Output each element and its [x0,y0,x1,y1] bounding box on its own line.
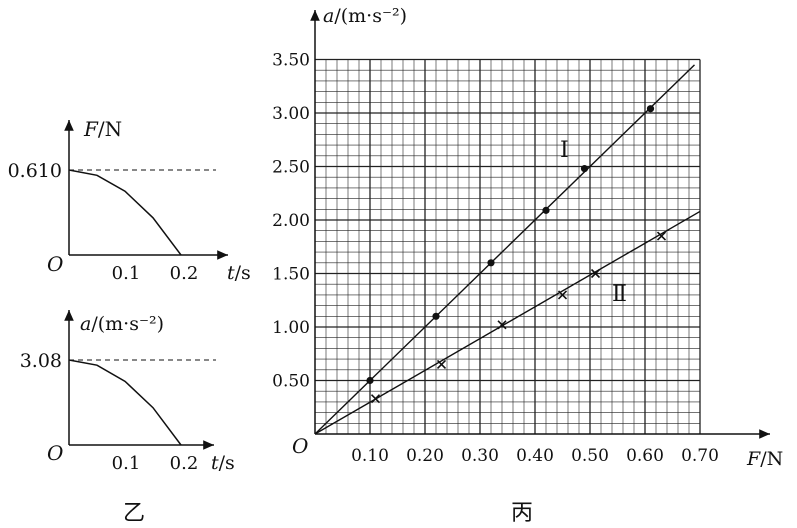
f-t-x-tick-1: 0.1 [112,263,141,284]
data-point-2 [497,320,507,330]
a-f-graph: a/(m·s⁻²) F/N O 0.10 0.20 0.30 0.40 0.50 0.60… [272,5,783,526]
data-point-1 [580,165,589,173]
data-point-2 [656,231,667,241]
a-t-origin: O [47,441,63,465]
data-point-2 [370,394,381,404]
data-point-1 [646,105,655,113]
x-tick-label: 0.50 [571,446,609,466]
data-point-1 [432,312,440,320]
a-f-y-ticks: 0.50 1.00 1.50 2.00 2.50 3.00 3.50 [272,51,310,392]
y-tick-label: 2.50 [272,158,310,178]
data-point-2 [590,268,601,279]
a-f-y-label: a/(m·s⁻²) [323,5,407,27]
f-t-curve [68,169,182,256]
f-t-x-tick-2: 0.2 [170,263,199,284]
a-f-x-label: F/N [746,448,783,470]
x-tick-label: 0.30 [461,446,499,466]
data-point-2 [557,290,568,300]
data-point-2 [436,359,447,370]
data-point-1 [542,206,550,214]
f-t-x-label: t/s [227,262,251,284]
a-f-x-ticks: 0.10 0.20 0.30 0.40 0.50 0.60 0.70 [351,446,719,466]
f-t-origin: O [47,252,63,276]
y-tick-label: 3.00 [272,104,310,124]
a-f-origin: O [292,434,308,458]
fit-lines [314,64,701,435]
x-tick-label: 0.10 [351,446,389,466]
a-t-curve [68,359,182,446]
x-tick-label: 0.20 [406,446,444,466]
a-t-y-marked-label: 3.08 [20,350,62,372]
f-t-y-label: F/N [83,117,122,141]
series-label-1: Ⅰ [560,138,569,163]
x-tick-label: 0.70 [681,446,719,466]
series-label-2: Ⅱ [612,282,627,307]
f-t-graph: F/N t/s O 0.1 0.2 0.610 [8,117,251,284]
y-tick-label: 3.50 [272,51,310,71]
a-t-y-label: a/(m·s⁻²) [80,313,164,335]
data-point-1 [366,376,374,385]
a-t-x-label: t/s [211,452,235,474]
a-t-graph: a/(m·s⁻²) t/s O 0.1 0.2 3.08 乙 [20,310,235,526]
grid [315,58,701,434]
a-t-x-tick-2: 0.2 [170,453,199,474]
y-tick-label: 2.00 [272,211,310,231]
data-point-1 [487,259,495,267]
y-tick-label: 1.00 [272,318,310,338]
x-tick-label: 0.40 [516,446,554,466]
y-tick-label: 0.50 [272,372,310,392]
fit-line-2 [314,210,701,435]
a-t-x-tick-1: 0.1 [112,453,141,474]
x-tick-label: 0.60 [626,446,664,466]
y-tick-label: 1.50 [272,265,310,285]
f-t-y-marked-label: 0.610 [8,160,62,182]
label-yi: 乙 [123,501,145,526]
data-points [366,105,667,404]
fit-line-1 [314,64,695,435]
label-bing: 丙 [511,501,533,526]
